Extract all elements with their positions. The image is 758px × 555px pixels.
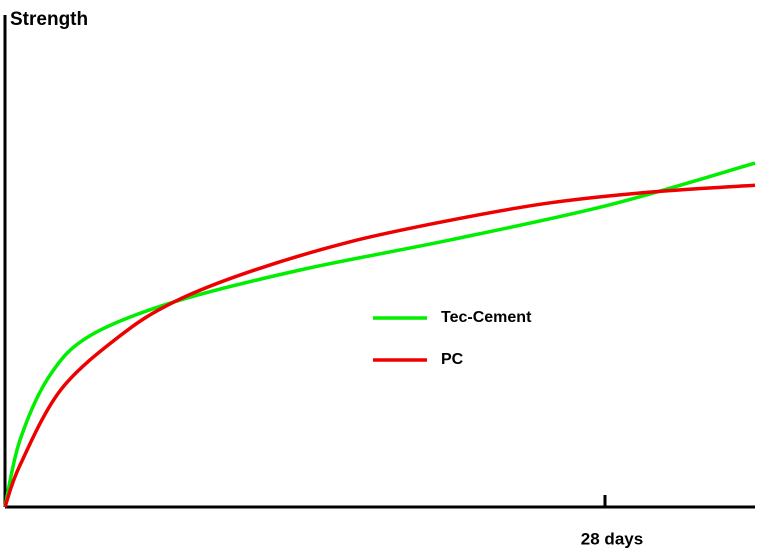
- legend-label: PC: [441, 351, 464, 368]
- x-tick-label: 28 days: [581, 529, 643, 548]
- legend-label: Tec-Cement: [441, 309, 532, 326]
- y-axis-label: Strength: [10, 9, 88, 30]
- line-series: [3, 161, 756, 508]
- line-series: [3, 183, 756, 508]
